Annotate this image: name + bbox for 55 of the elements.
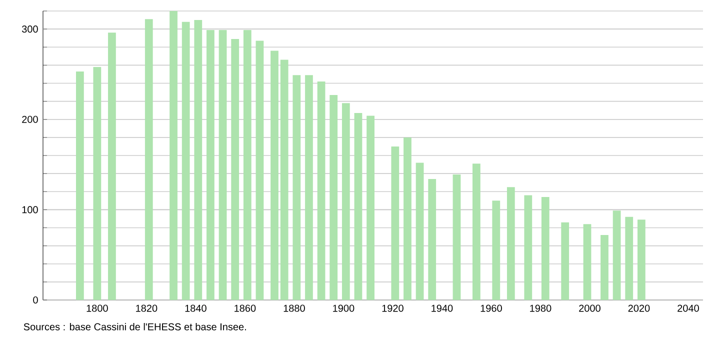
bar — [218, 30, 227, 300]
bar — [93, 66, 102, 300]
x-tick-label: 1980 — [530, 304, 552, 312]
bar — [524, 195, 532, 300]
y-tick-label: 0 — [33, 296, 38, 304]
bar — [506, 187, 515, 300]
bar — [330, 94, 338, 300]
bar — [354, 113, 362, 300]
x-tick-label: 2040 — [678, 304, 699, 312]
bar — [472, 164, 480, 300]
bar — [428, 178, 436, 300]
bar — [492, 200, 500, 300]
bar — [583, 224, 592, 300]
y-tick-label: 200 — [22, 116, 38, 123]
bar — [194, 20, 202, 300]
bar — [170, 11, 178, 300]
x-tick-label: 1860 — [234, 304, 256, 312]
bar — [638, 220, 646, 300]
bar — [292, 75, 301, 300]
bar — [280, 60, 288, 300]
x-tick-label: 1960 — [480, 304, 502, 312]
x-tick-label: 1940 — [432, 304, 453, 312]
x-tick-label: 1900 — [333, 304, 354, 312]
bar — [404, 137, 412, 300]
bar — [108, 32, 116, 300]
x-tick-label: 1800 — [86, 304, 108, 312]
x-tick-label: 1820 — [136, 304, 158, 312]
bar — [612, 210, 621, 300]
bar — [342, 103, 350, 300]
bar — [625, 216, 634, 300]
bar — [76, 72, 84, 300]
bar — [317, 81, 326, 300]
source-note: Sources : base Cassini de l'EHESS et base Insee. — [24, 323, 246, 330]
bar — [270, 50, 278, 300]
y-tick-label: 300 — [22, 26, 38, 33]
x-tick-label: 1920 — [382, 304, 404, 312]
x-tick-label: 2020 — [628, 304, 650, 312]
bar — [182, 22, 190, 300]
bar — [391, 146, 400, 300]
bar — [366, 116, 374, 300]
bar — [231, 39, 240, 300]
y-tick-label: 100 — [22, 206, 38, 214]
bar — [305, 75, 313, 300]
bar — [144, 19, 153, 300]
bar — [256, 40, 264, 300]
bar — [416, 162, 424, 300]
x-tick-label: 2000 — [579, 304, 600, 312]
bar — [452, 174, 461, 300]
bar — [206, 30, 214, 300]
x-tick-label: 1840 — [185, 304, 206, 312]
bar — [541, 197, 550, 300]
x-tick-label: 1880 — [284, 304, 305, 312]
bar — [243, 30, 252, 300]
bar — [561, 222, 570, 300]
bar — [600, 234, 608, 300]
